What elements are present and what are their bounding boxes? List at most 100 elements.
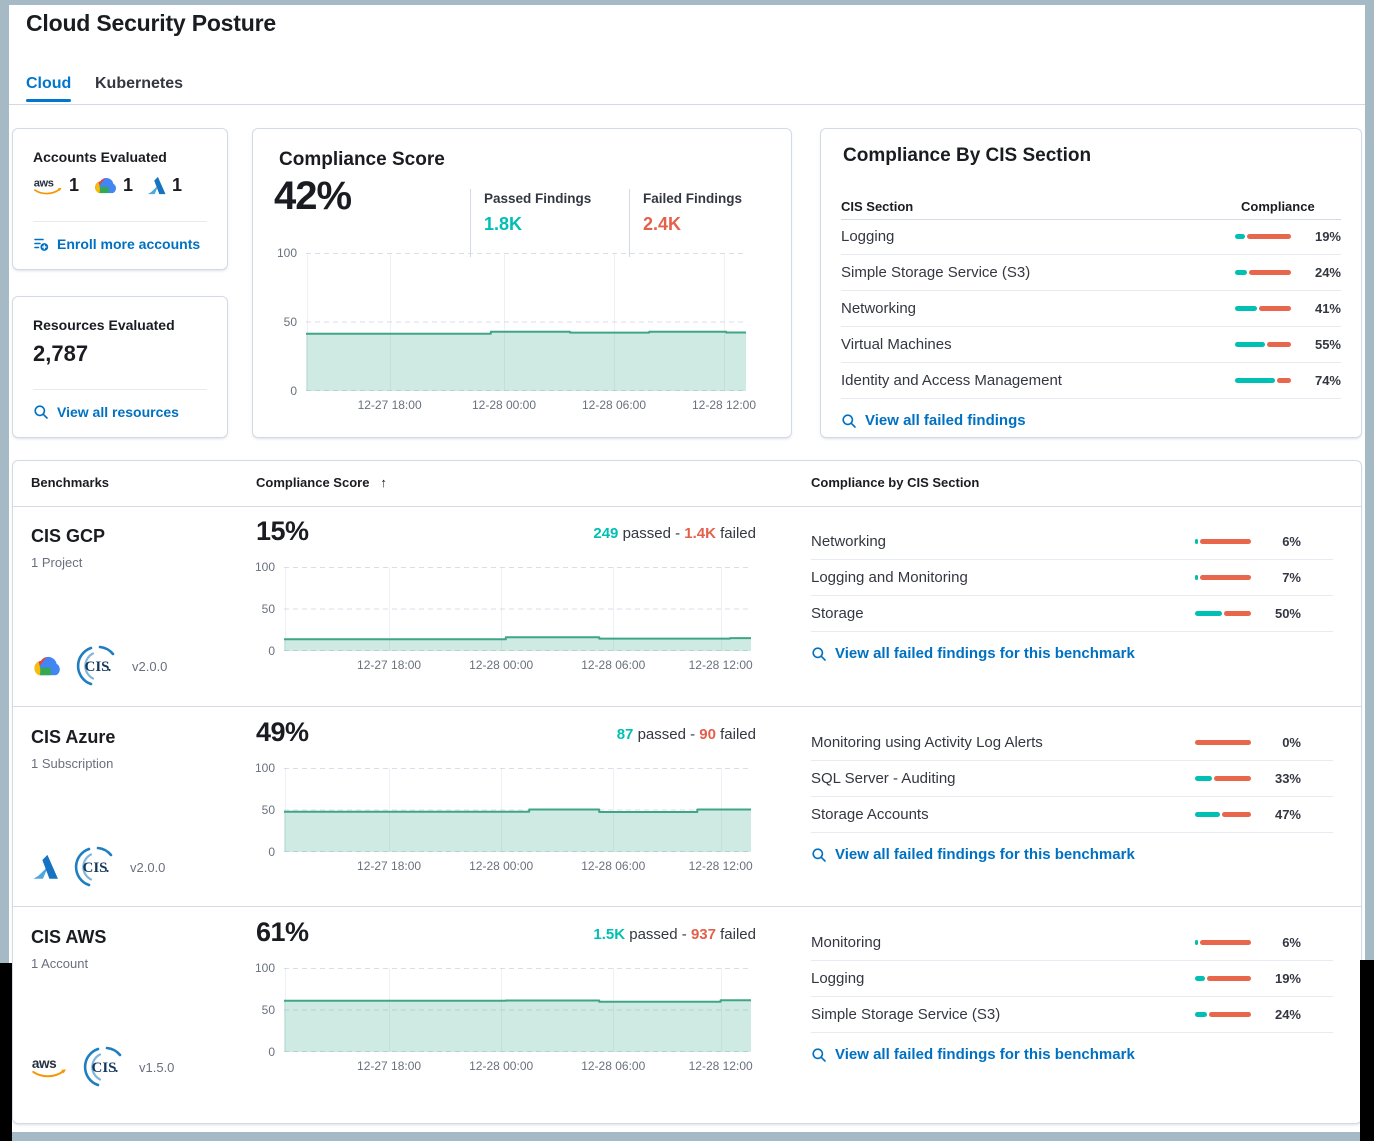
resources-evaluated-title: Resources Evaluated <box>33 317 175 333</box>
compliance-by-cis-section-column-header: Compliance by CIS Section <box>811 475 980 490</box>
tab-cloud[interactable]: Cloud <box>26 75 72 92</box>
resources-evaluated-value: 2,787 <box>33 341 89 366</box>
sort-ascending-icon: ↑ <box>380 475 387 490</box>
y-axis-tick-label: 100 <box>276 246 297 260</box>
tabs-divider <box>9 104 1365 105</box>
compliance-bar <box>1195 812 1251 817</box>
compliance-score-card: Compliance Score 42% Passed Findings 1.8… <box>252 128 792 438</box>
svg-text:CIS: CIS <box>91 1060 116 1076</box>
accounts-evaluated-title: Accounts Evaluated <box>33 149 167 165</box>
tab-kubernetes[interactable]: Kubernetes <box>95 75 184 92</box>
y-axis-tick-label: 0 <box>268 1045 275 1059</box>
benchmarks-column-header: Benchmarks <box>31 475 110 490</box>
table-row: Logging and Monitoring 7% <box>811 560 1333 596</box>
y-axis-tick-label: 0 <box>290 384 297 398</box>
y-axis-tick-label: 50 <box>283 315 297 329</box>
cis-logo-icon: CIS <box>76 645 115 686</box>
table-row: Simple Storage Service (S3) 24% <box>811 997 1333 1033</box>
benchmark-row-cis-aws: CIS AWS 1 Account aws CIS v1.5.0 61% <box>13 906 1361 1126</box>
table-row: Storage 50% <box>811 596 1333 632</box>
x-axis-tick-label: 12-28 06:00 <box>581 658 646 672</box>
x-axis-tick-label: 12-28 00:00 <box>469 859 534 873</box>
aws-logo-icon: aws <box>32 1056 67 1078</box>
compliance-score-value: 42% <box>274 174 352 218</box>
resources-evaluated-card: Resources Evaluated 2,787 View all resou… <box>12 296 228 438</box>
x-axis-tick-label: 12-27 18:00 <box>357 859 422 873</box>
benchmark-name: CIS Azure <box>31 727 116 747</box>
view-failed-findings-benchmark-link[interactable]: View all failed findings for this benchm… <box>811 846 1333 863</box>
compliance-bar <box>1235 234 1291 239</box>
compliance-bar <box>1235 306 1291 311</box>
cis-section-column-header: CIS Section <box>841 198 914 214</box>
cis-table-rows: Logging 19% Simple Storage Service (S3) … <box>841 219 1341 429</box>
x-axis-tick-label: 12-28 06:00 <box>581 859 646 873</box>
cis-aws-trend-chart: 12-27 18:00 12-28 00:00 12-28 06:00 12-28 1… <box>255 961 753 1073</box>
azure-account-count: 1 <box>146 175 182 196</box>
failed-findings-label: Failed Findings <box>643 191 743 206</box>
svg-text:aws: aws <box>34 177 54 189</box>
benchmark-logos: CIS v2.0.0 <box>31 845 165 889</box>
benchmark-scope: 1 Account <box>31 956 89 971</box>
benchmark-cis-sections: Monitoring 6% Logging 19% Simple Storage… <box>811 925 1333 1063</box>
active-tab-underline <box>26 99 71 102</box>
stat-divider <box>470 189 471 257</box>
table-row: Logging 19% <box>811 961 1333 997</box>
view-all-resources-link[interactable]: View all resources <box>33 404 179 420</box>
passed-findings-label: Passed Findings <box>484 191 592 206</box>
benchmark-passed-failed: 87 passed - 90 failed <box>616 726 756 743</box>
compliance-score-title: Compliance Score <box>279 149 445 170</box>
compliance-bar <box>1195 575 1251 580</box>
gcp-logo-icon <box>34 656 60 676</box>
y-axis-tick-label: 50 <box>261 602 275 616</box>
gcp-account-count: 1 <box>92 175 133 196</box>
account-providers: aws 1 1 <box>33 175 182 196</box>
table-row: Virtual Machines 55% <box>841 327 1341 363</box>
y-axis-tick-label: 50 <box>261 1003 275 1017</box>
cis-logo-icon: CIS <box>74 846 113 887</box>
table-row: Identity and Access Management 74% <box>841 363 1341 399</box>
page-title: Cloud Security Posture <box>26 10 276 36</box>
x-axis-tick-label: 12-28 12:00 <box>688 658 753 672</box>
y-axis-tick-label: 100 <box>254 761 275 775</box>
benchmark-cis-sections: Networking 6% Logging and Monitoring 7% … <box>811 524 1333 662</box>
compliance-bar <box>1195 776 1251 781</box>
compliance-bar <box>1195 740 1251 745</box>
card-divider <box>33 221 207 222</box>
azure-logo-icon <box>33 854 58 879</box>
view-all-failed-findings-link[interactable]: View all failed findings <box>841 412 1341 429</box>
benchmark-score: 49% <box>256 717 309 747</box>
benchmark-version: v1.5.0 <box>139 1059 175 1075</box>
enroll-more-accounts-link[interactable]: Enroll more accounts <box>33 236 200 252</box>
table-row: Monitoring using Activity Log Alerts 0% <box>811 725 1333 761</box>
compliance-bar <box>1195 539 1251 544</box>
x-axis-tick-label: 12-27 18:00 <box>357 1059 422 1073</box>
window-frame-left <box>0 0 9 963</box>
view-failed-findings-benchmark-link[interactable]: View all failed findings for this benchm… <box>811 1046 1333 1063</box>
cis-table-header: CIS Section Compliance <box>841 193 1341 220</box>
y-axis-tick-label: 100 <box>254 560 275 574</box>
table-row: Networking 6% <box>811 524 1333 560</box>
compliance-bar <box>1235 342 1291 347</box>
benchmark-row-cis-azure: CIS Azure 1 Subscription CIS v2.0.0 49% <box>13 706 1361 907</box>
benchmark-passed-failed: 1.5K passed - 937 failed <box>593 926 756 943</box>
cis-section-card-title: Compliance By CIS Section <box>843 145 1092 166</box>
benchmark-row-cis-gcp: CIS GCP 1 Project CIS <box>13 506 1361 706</box>
stat-divider <box>629 189 630 257</box>
benchmark-passed-failed: 249 passed - 1.4K failed <box>593 525 756 542</box>
view-failed-findings-benchmark-link[interactable]: View all failed findings for this benchm… <box>811 645 1333 662</box>
benchmark-score: 15% <box>256 516 309 546</box>
aws-logo-icon: aws <box>34 177 62 194</box>
aws-account-count: aws 1 <box>33 175 80 195</box>
window-frame-bottom <box>12 1132 1360 1141</box>
x-axis-tick-label: 12-28 12:00 <box>691 398 757 412</box>
window-frame-right <box>1365 0 1374 960</box>
compliance-bar <box>1235 270 1291 275</box>
x-axis-tick-label: 12-28 12:00 <box>688 1059 753 1073</box>
gcp-logo-icon <box>95 178 116 194</box>
table-row: Storage Accounts 47% <box>811 797 1333 833</box>
search-icon <box>842 413 856 428</box>
compliance-score-column-header[interactable]: Compliance Score ↑ <box>256 475 387 490</box>
compliance-column-header: Compliance <box>1241 198 1315 214</box>
compliance-by-cis-section-card: Compliance By CIS Section CIS Section Co… <box>820 128 1362 438</box>
